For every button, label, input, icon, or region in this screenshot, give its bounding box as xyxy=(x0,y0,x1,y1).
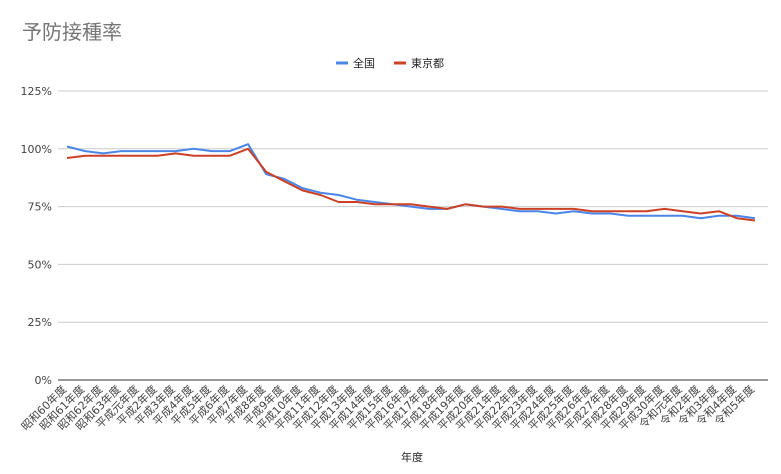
x-axis-title: 年度 xyxy=(401,450,423,464)
y-tick-label: 50% xyxy=(28,258,52,271)
y-tick-label: 25% xyxy=(28,316,52,329)
series-line-2 xyxy=(66,147,756,222)
y-tick-label: 0% xyxy=(35,374,52,387)
y-tick-label: 100% xyxy=(21,143,52,156)
legend-label: 全国 xyxy=(353,56,375,70)
legend-label: 東京都 xyxy=(411,56,444,70)
series-line-1 xyxy=(66,143,756,220)
y-tick-label: 125% xyxy=(21,85,52,98)
y-tick-label: 75% xyxy=(28,201,52,214)
chart-title: 予防接種率 xyxy=(22,20,122,44)
